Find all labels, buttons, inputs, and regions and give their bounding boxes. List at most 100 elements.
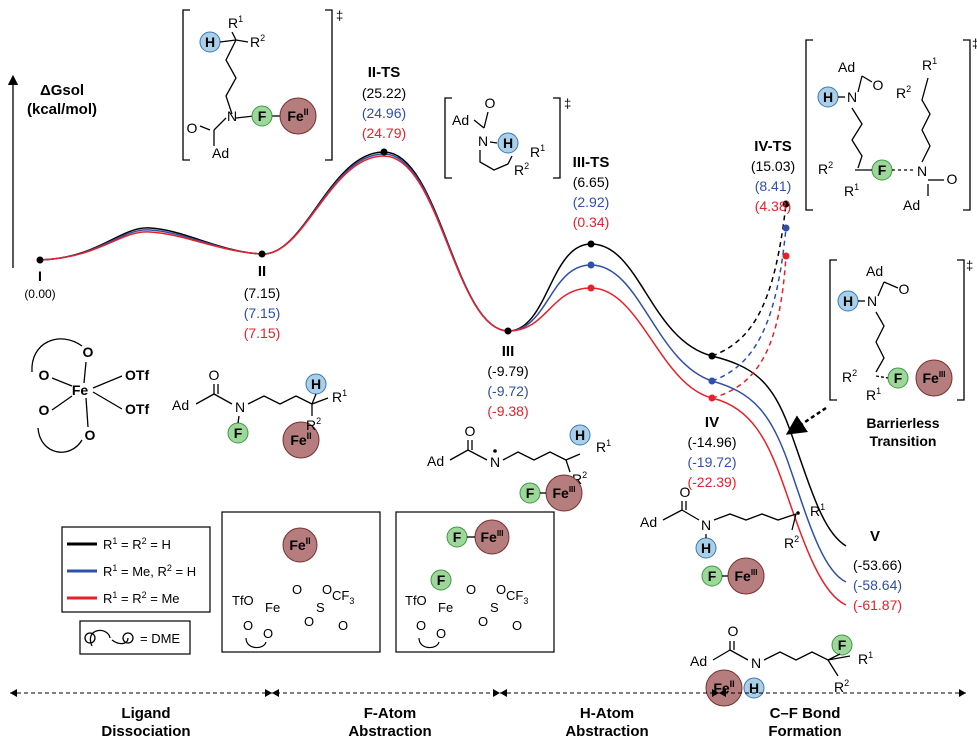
state-II-TS-name: II-TS xyxy=(368,64,401,81)
point-III-TS-red xyxy=(587,284,595,292)
r1-label: R1 xyxy=(858,650,873,667)
state-IV-name: IV xyxy=(705,414,719,431)
o-label: O xyxy=(466,582,476,597)
o-label-b: O xyxy=(947,171,958,187)
n-label: N xyxy=(701,517,711,533)
state-II-TS-value-black: (25.22) xyxy=(362,85,406,101)
structure-barrierless: ‡ Ad O H N R2 R1 F FeIII Barrierless Tra… xyxy=(785,258,973,449)
point-II xyxy=(258,250,266,258)
o-label: O xyxy=(292,582,302,597)
y-axis-unit: (kcal/mol) xyxy=(27,101,97,118)
state-IV-TS-value-blue: (8.41) xyxy=(755,178,792,194)
state-II-value-blue: (7.15) xyxy=(244,305,281,321)
r1-label: R1 xyxy=(810,502,825,519)
f-atom-label: F xyxy=(258,108,267,124)
o-label: O xyxy=(243,618,253,633)
point-I xyxy=(36,256,44,264)
point-IV-black xyxy=(708,352,716,360)
legend-text-black: R1 = R2 = H xyxy=(103,536,171,552)
stage-2-line2: Abstraction xyxy=(348,723,431,740)
state-I-labels: I (0.00) xyxy=(24,268,55,301)
ad-label: Ad xyxy=(212,145,229,161)
barrierless-line2: Transition xyxy=(870,433,937,449)
o-label: O xyxy=(187,120,198,136)
state-IV-value-blue: (-19.72) xyxy=(687,454,736,470)
cf3-label: CF3 xyxy=(332,588,354,606)
n-label: N xyxy=(867,293,877,309)
dagger: ‡ xyxy=(972,36,977,51)
dme-legend-text: = DME xyxy=(140,631,180,646)
state-IV-TS-labels: IV-TS (15.03) (8.41) (4.38) xyxy=(751,138,795,214)
n-label: N xyxy=(478,133,488,149)
n-label: N xyxy=(751,655,761,671)
r2-label: R2 xyxy=(250,33,265,50)
o-label: O xyxy=(873,77,884,93)
point-IV-TS-red xyxy=(782,252,790,260)
state-II-TS-labels: II-TS (25.22) (24.96) (24.79) xyxy=(362,64,406,141)
state-IV-value-black: (-14.96) xyxy=(687,434,736,450)
r2-label: R2 xyxy=(896,84,911,101)
h-atom-label: H xyxy=(503,135,513,151)
f-atom-label: F xyxy=(878,162,887,178)
structure-I-otf-top: OTf xyxy=(125,367,149,383)
state-II-name: II xyxy=(258,263,266,280)
fe-atom-label: FeIII xyxy=(734,568,757,584)
state-II-TS-value-red: (24.79) xyxy=(362,125,406,141)
dme-legend: = DME xyxy=(79,620,191,655)
state-V-name: V xyxy=(870,528,880,545)
r2-label: R2 xyxy=(306,416,321,433)
n-label: N xyxy=(490,454,500,470)
tfo-label: TfO xyxy=(232,593,254,608)
state-V-value-black: (-53.66) xyxy=(853,557,902,573)
state-III-value-red: (-9.38) xyxy=(487,403,528,419)
r2-label: R2 xyxy=(834,678,849,695)
n-label-b: N xyxy=(917,163,927,179)
r2-label: R2 xyxy=(572,470,587,487)
state-II-TS-value-blue: (24.96) xyxy=(362,105,406,121)
r1-label: R1 xyxy=(530,143,545,160)
dashed-black xyxy=(711,203,787,357)
h-atom-label: H xyxy=(701,540,711,556)
state-II-labels: II (7.15) (7.15) (7.15) xyxy=(244,263,281,341)
structure-I-o-top: O xyxy=(83,344,94,360)
fe-label: Fe xyxy=(265,600,280,615)
o-label: O xyxy=(304,614,314,629)
stage-1-line2: Dissociation xyxy=(101,723,190,740)
h-atom-label: H xyxy=(205,34,215,50)
point-III-TS-black xyxy=(587,240,595,248)
legend-text-blue: R1 = Me, R2 = H xyxy=(103,563,196,579)
ad-label: Ad xyxy=(640,514,657,530)
r1-label: R1 xyxy=(596,438,611,455)
point-IV-blue xyxy=(708,377,716,385)
o-label: O xyxy=(416,618,426,633)
y-axis: ΔGsol (kcal/mol) xyxy=(7,74,97,268)
structure-IV-TS: ‡ Ad O H N R1 R2 R2 R1 F N O Ad xyxy=(805,36,977,213)
r2-label-b: R2 xyxy=(818,160,833,177)
r2-label: R2 xyxy=(784,534,799,551)
fe-ii-box: FeII TfO Fe S CF3 O O O O O O xyxy=(221,511,381,653)
r2-label: R2 xyxy=(514,161,529,178)
ad-label: Ad xyxy=(452,112,469,128)
point-IV-TS-black xyxy=(782,200,790,208)
cf3-label: CF3 xyxy=(506,588,528,606)
fe-atom-label: FeII xyxy=(287,107,308,124)
o-label: O xyxy=(485,95,496,111)
stage-3-line2: Abstraction xyxy=(565,723,648,740)
state-IV-TS-name: IV-TS xyxy=(754,138,792,155)
state-III-TS-value-blue: (2.92) xyxy=(573,194,610,210)
r1-label: R1 xyxy=(922,56,937,73)
s-label: S xyxy=(316,600,325,615)
state-IV-TS-value-black: (15.03) xyxy=(751,158,795,174)
r2-label: R2 xyxy=(842,368,857,385)
curve-blue xyxy=(39,153,847,583)
state-I-name: I xyxy=(38,268,42,284)
state-III-labels: III (-9.79) (-9.72) (-9.38) xyxy=(487,343,528,419)
tfo-label: TfO xyxy=(405,593,427,608)
structure-I-o-bottom: O xyxy=(85,427,96,443)
r1-label-b: R1 xyxy=(844,182,859,199)
fe-atom-label: FeII xyxy=(289,536,310,553)
f-atom-label-b: F xyxy=(437,572,446,588)
h-atom-label: H xyxy=(749,680,759,696)
ad-label-b: Ad xyxy=(903,197,920,213)
